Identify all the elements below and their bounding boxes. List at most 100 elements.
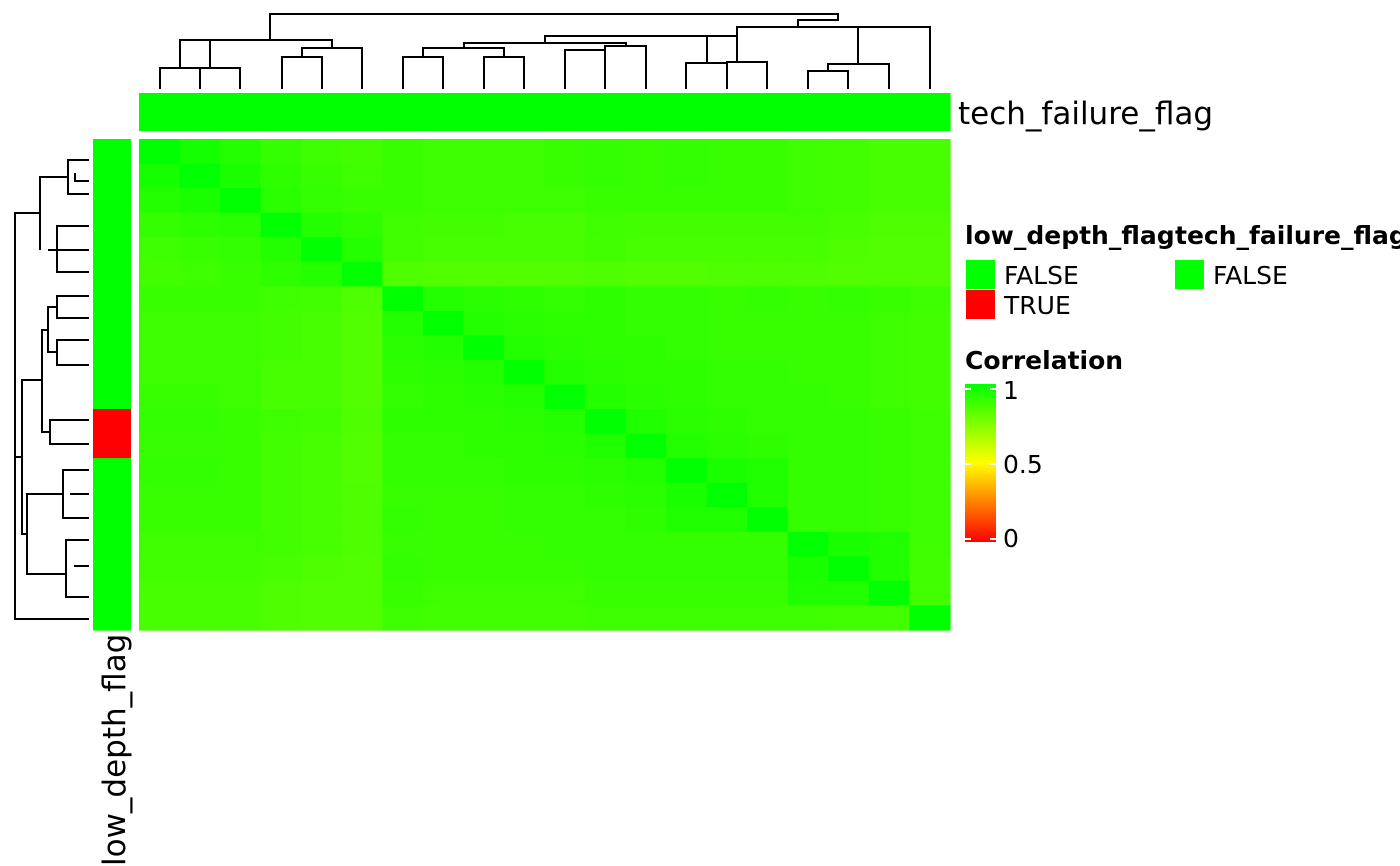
- heatmap-cell: [382, 507, 424, 533]
- heatmap-cell: [503, 286, 546, 312]
- heatmap-cell: [828, 482, 870, 508]
- heatmap-cell: [382, 286, 424, 312]
- heatmap-cell: [139, 188, 181, 214]
- heatmap-cell: [868, 237, 911, 263]
- column-annotation-cell: [909, 93, 951, 131]
- column-annotation-cell: [301, 93, 343, 131]
- heatmap-cell: [544, 384, 586, 410]
- heatmap-cell: [463, 556, 505, 582]
- heatmap-cell: [544, 188, 586, 214]
- legend-label-false: FALSE: [1004, 261, 1079, 290]
- heatmap-cell: [179, 163, 221, 189]
- heatmap-cell: [382, 310, 424, 336]
- heatmap-cell: [585, 580, 627, 607]
- heatmap-cell: [909, 286, 951, 312]
- heatmap-cell: [422, 384, 464, 410]
- heatmap-cell: [909, 580, 951, 607]
- heatmap-cell: [585, 310, 627, 336]
- heatmap-cell: [301, 409, 343, 435]
- heatmap-cell: [747, 531, 789, 557]
- heatmap-cell: [666, 261, 708, 287]
- heatmap-cell: [301, 310, 343, 336]
- heatmap-cell: [260, 359, 302, 386]
- heatmap-cell: [666, 286, 708, 312]
- heatmap-cell: [544, 458, 586, 484]
- heatmap-cell: [585, 163, 627, 189]
- heatmap-cell: [382, 359, 424, 386]
- heatmap-cell: [585, 188, 627, 214]
- heatmap-cell: [909, 310, 951, 336]
- row-annotation-cell: [93, 531, 131, 557]
- heatmap-cell: [544, 163, 586, 189]
- heatmap-cell: [585, 433, 627, 459]
- heatmap-cell: [503, 433, 546, 459]
- heatmap-cell: [139, 507, 181, 533]
- heatmap-cell: [625, 163, 667, 189]
- column-annotation-cell: [341, 93, 383, 131]
- column-annotation-cell: [828, 93, 870, 131]
- heatmap-cell: [382, 335, 424, 361]
- heatmap-cell: [179, 556, 221, 582]
- heatmap-cell: [828, 384, 870, 410]
- heatmap-cell: [260, 556, 302, 582]
- column-annotation-cell: [747, 93, 789, 131]
- heatmap-cell: [139, 286, 181, 312]
- heatmap-cell: [909, 531, 951, 557]
- dendrogram-branch: [706, 35, 737, 62]
- heatmap-cell: [422, 212, 464, 238]
- heatmap-cell: [260, 335, 302, 361]
- legend-title-correlation: Correlation: [965, 346, 1123, 375]
- row-annotation-cell: [93, 433, 131, 459]
- legend-title-tech-failure-flag: tech_failure_flag: [1175, 221, 1400, 250]
- legend-label-true: TRUE: [1003, 291, 1071, 320]
- heatmap-cell: [706, 212, 748, 238]
- heatmap-cell: [868, 556, 911, 582]
- heatmap-cell: [625, 212, 667, 238]
- heatmap-cell: [666, 310, 708, 336]
- colorbar-ticks: [965, 388, 996, 540]
- heatmap-cell: [787, 384, 829, 410]
- heatmap-cell: [868, 458, 911, 484]
- heatmap-cell: [909, 433, 951, 459]
- heatmap-cell: [625, 458, 667, 484]
- heatmap-cell: [382, 580, 424, 607]
- heatmap-cell: [868, 139, 911, 165]
- heatmap-cell: [301, 433, 343, 459]
- heatmap-cell: [139, 310, 181, 336]
- row-annotation-cell: [93, 384, 131, 410]
- heatmap-cell: [301, 188, 343, 214]
- heatmap-cell: [179, 188, 221, 214]
- heatmap-cell: [301, 482, 343, 508]
- row-annotation-bar: [93, 139, 131, 631]
- column-annotation-cell: [503, 93, 546, 131]
- heatmap-cell: [747, 507, 789, 533]
- heatmap-cell: [909, 163, 951, 189]
- heatmap-cell: [868, 409, 911, 435]
- heatmap-cell: [625, 409, 667, 435]
- heatmap-cell: [301, 580, 343, 607]
- dendrogram-branch: [726, 61, 768, 89]
- heatmap-cell: [828, 507, 870, 533]
- heatmap-cell: [260, 482, 302, 508]
- heatmap-cell: [220, 605, 262, 631]
- heatmap-cell: [787, 188, 829, 214]
- legend-correlation: Correlation 1 0.5 0: [965, 346, 1123, 553]
- heatmap-cell: [544, 556, 586, 582]
- heatmap-cell: [909, 188, 951, 214]
- heatmap-cell: [341, 458, 383, 484]
- heatmap-cell: [341, 286, 383, 312]
- heatmap-cell: [585, 384, 627, 410]
- heatmap-cell: [828, 359, 870, 386]
- heatmap-cell: [666, 384, 708, 410]
- heatmap-cell: [301, 237, 343, 263]
- heatmap-cell: [868, 335, 911, 361]
- heatmap-cell: [463, 286, 505, 312]
- heatmap-cell: [747, 384, 789, 410]
- heatmap-cell: [260, 531, 302, 557]
- heatmap-cell: [666, 531, 708, 557]
- heatmap-cell: [260, 212, 302, 238]
- heatmap-cell: [909, 237, 951, 263]
- heatmap-cell: [220, 310, 262, 336]
- heatmap-cell: [463, 409, 505, 435]
- heatmap-cell: [868, 605, 911, 631]
